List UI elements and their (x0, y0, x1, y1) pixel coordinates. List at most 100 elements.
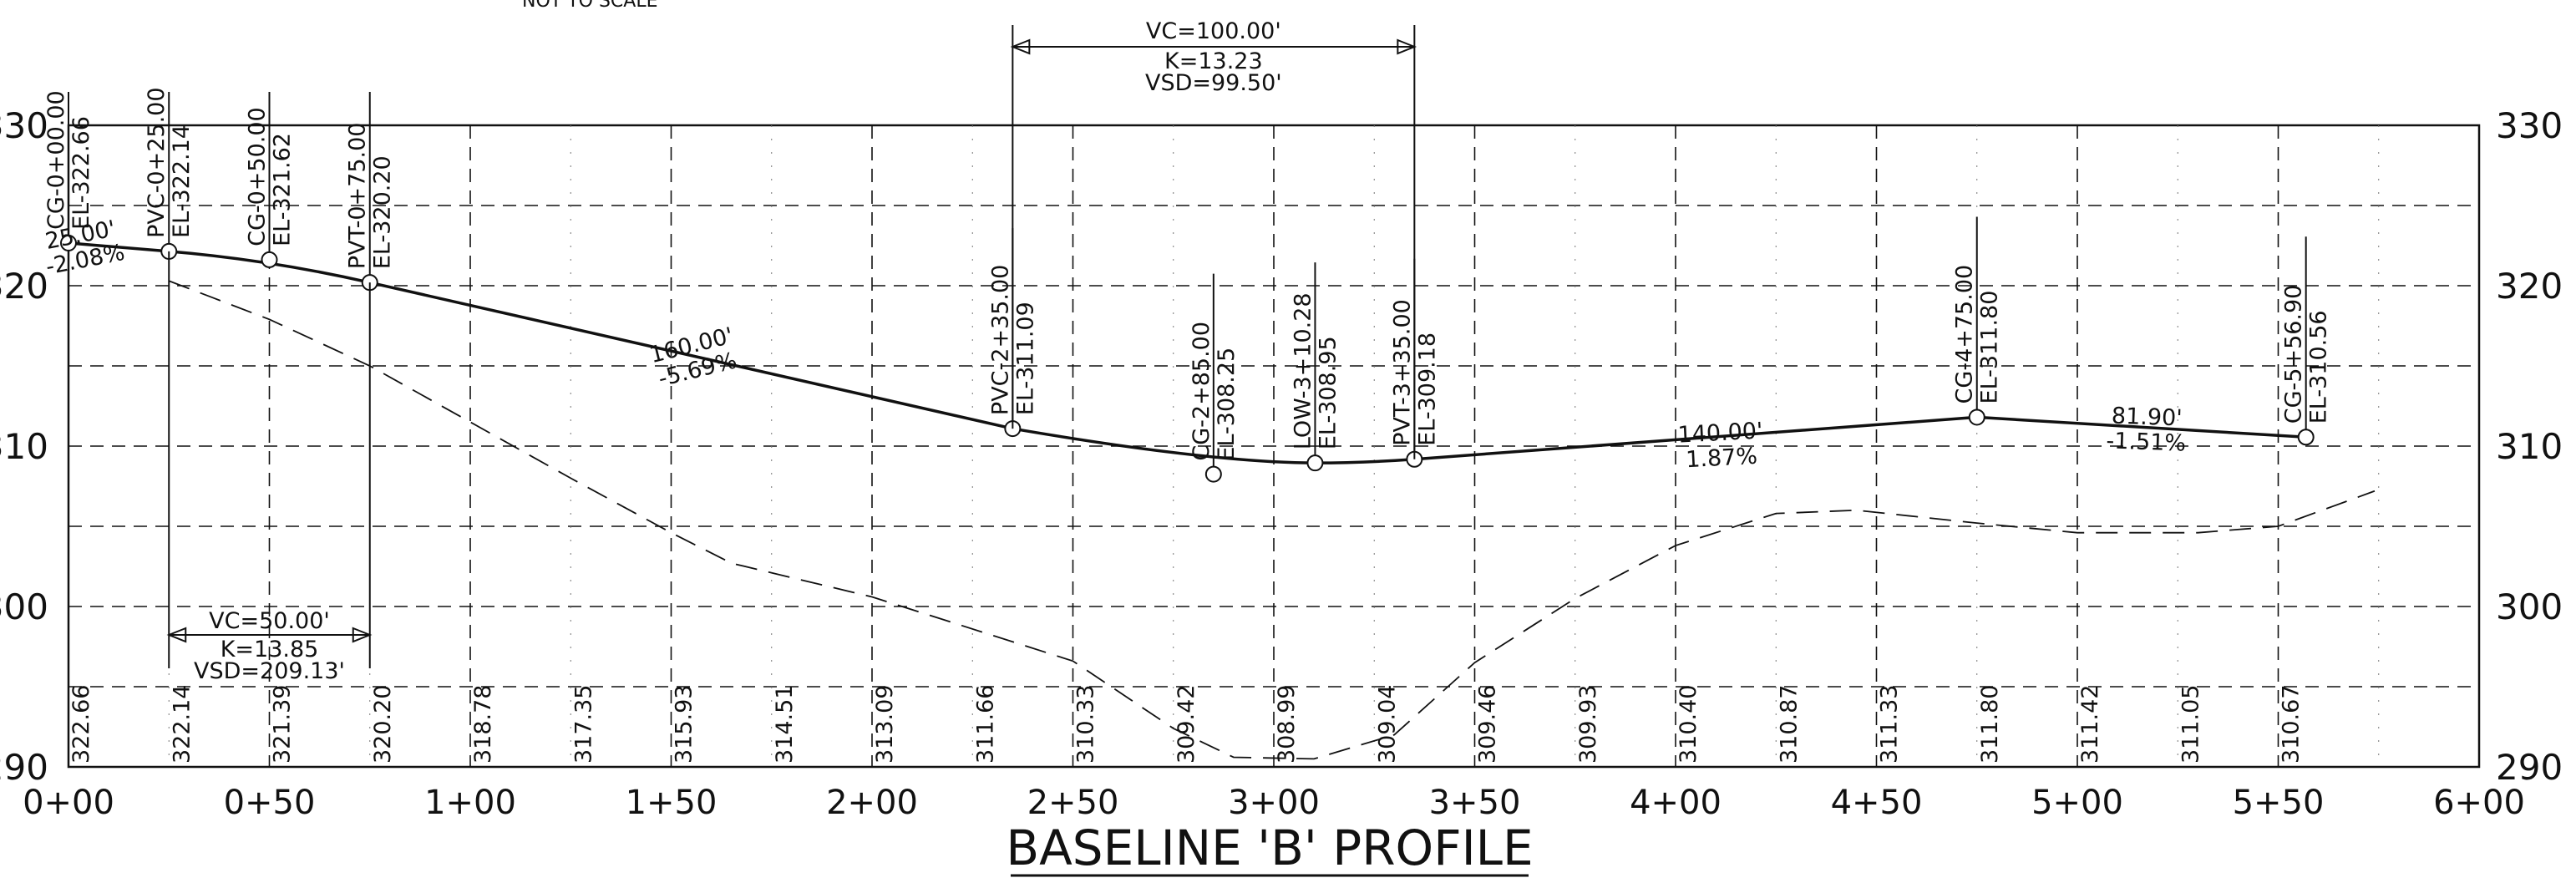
vc-length-label: VC=100.00' (1146, 18, 1281, 44)
station-tick-label: 0+50 (224, 784, 316, 822)
station-tick-label: 5+00 (2031, 784, 2123, 822)
point-label: EL-310.56 (2306, 310, 2332, 424)
station-elevation-label: 313.09 (872, 685, 898, 764)
station-tick-label: 1+50 (626, 784, 718, 822)
station-elevation-label: 315.93 (672, 685, 697, 764)
station-tick-label: 2+00 (826, 784, 918, 822)
station-elevation-label: 310.40 (1676, 685, 1701, 764)
point-label: PVC-0+25.00 (144, 87, 170, 237)
bottom-elevation-labels: 322.66 322.14 321.39 320.20 318.78 317.35 315.… (68, 685, 2305, 764)
station-elevation-label: 309.04 (1374, 685, 1400, 764)
vc-vsd-label: VSD=209.13' (194, 658, 345, 684)
point-label: CG-2+85.00 (1189, 322, 1214, 461)
elevation-axis: 330 330 320 320 310 310 300 300 290 290 (0, 105, 2563, 788)
station-elevation-label: 311.05 (2178, 685, 2203, 764)
point-label: PVC-2+35.00 (987, 265, 1013, 415)
point-label: CG-0+50.00 (245, 107, 271, 246)
point-label: EL-321.62 (270, 133, 296, 246)
station-elevation-label: 308.99 (1274, 685, 1300, 764)
station-tick-label: 6+00 (2433, 784, 2525, 822)
station-axis: 0+00 0+50 1+00 1+50 2+00 2+50 3+00 3+50 4+00 4+50… (23, 784, 2525, 822)
point-label: EL-311.80 (1977, 291, 2003, 404)
grade-percent: 1.87% (1685, 444, 1757, 473)
elevation-tick-left: 300 (0, 586, 48, 627)
point-label: EL-308.95 (1315, 336, 1341, 449)
grade-label: 81.90' -1.51% (2106, 403, 2187, 457)
profile-point-marker (261, 251, 278, 268)
point-label: CG-5+56.90 (2281, 285, 2307, 424)
profile-point-marker (1204, 465, 1222, 483)
grade-length: 140.00' (1677, 418, 1763, 448)
elevation-tick-left: 320 (0, 266, 48, 307)
grid (68, 125, 2479, 767)
station-elevation-label: 309.46 (1475, 685, 1501, 764)
point-label: PVT-0+75.00 (345, 123, 371, 270)
grade-length: 81.90' (2111, 403, 2183, 432)
profile-point-marker (60, 234, 77, 251)
profile-point-marker (1306, 454, 1324, 472)
vc-length-label: VC=50.00' (209, 608, 330, 634)
elevation-tick-left: 330 (0, 105, 48, 146)
station-elevation-label: 309.93 (1575, 685, 1601, 764)
elevation-tick-right: 330 (2496, 105, 2563, 146)
vc-arrowhead (1397, 38, 1417, 55)
point-annotations: CG-0+00.00 EL-322.66 PVC-0+25.00 EL-322.14 C… (43, 87, 2332, 483)
station-elevation-label: 314.51 (772, 685, 798, 764)
station-tick-label: 3+00 (1228, 784, 1320, 822)
scale-note: NOT TO SCALE (522, 0, 658, 12)
vc-arrowhead (166, 627, 187, 643)
point-label: CG-4+75.00 (1952, 265, 1978, 404)
station-elevation-label: 317.35 (570, 685, 596, 764)
grade-label: 140.00' 1.87% (1677, 418, 1763, 473)
station-elevation-label: 321.39 (270, 685, 296, 764)
station-elevation-label: 311.66 (972, 685, 998, 764)
station-elevation-label: 311.80 (1977, 685, 2003, 764)
station-elevation-label: 310.67 (2279, 685, 2305, 764)
profile-point-marker (1968, 409, 1985, 426)
point-label: EL-308.25 (1214, 348, 1240, 461)
point-label: EL-309.18 (1414, 332, 1440, 446)
station-elevation-label: 322.66 (68, 685, 94, 764)
grade-label: 160.00' -5.69% (647, 322, 740, 392)
point-label: EL-320.20 (370, 155, 396, 269)
profile-point-marker (2297, 429, 2315, 446)
station-tick-label: 2+50 (1027, 784, 1119, 822)
elevation-tick-left: 290 (0, 747, 48, 788)
page-title: BASELINE 'B' PROFILE (1006, 820, 1533, 876)
elevation-tick-left: 310 (0, 426, 48, 467)
point-label: EL-311.09 (1012, 302, 1038, 415)
vc-arrowhead (352, 627, 373, 643)
station-elevation-label: 310.87 (1776, 685, 1802, 764)
point-label: LOW-3+10.28 (1290, 292, 1316, 449)
vc-k-label: K=13.85 (221, 637, 319, 662)
station-tick-label: 4+00 (1630, 784, 1722, 822)
station-tick-label: 1+00 (424, 784, 516, 822)
station-tick-label: 5+50 (2233, 784, 2325, 822)
point-label: EL-322.66 (68, 116, 94, 230)
vc-arrowhead (1010, 38, 1031, 55)
grade-percent: -1.51% (2106, 428, 2187, 456)
elevation-tick-right: 300 (2496, 586, 2563, 627)
station-tick-label: 0+00 (23, 784, 114, 822)
elevation-tick-right: 320 (2496, 266, 2563, 307)
vc-k-label: K=13.23 (1164, 48, 1263, 74)
grade-label: 25.00' -2.08% (43, 216, 127, 280)
existing-ground-line (168, 280, 2376, 760)
station-tick-label: 3+50 (1429, 784, 1521, 822)
station-elevation-label: 311.33 (1877, 685, 1903, 764)
station-elevation-label: 320.20 (370, 685, 396, 764)
station-elevation-label: 322.14 (169, 685, 195, 764)
point-label: CG-0+00.00 (43, 90, 69, 230)
elevation-tick-right: 310 (2496, 426, 2563, 467)
vc-vsd-label: VSD=99.50' (1145, 70, 1282, 96)
point-label: PVT-3+35.00 (1389, 299, 1415, 446)
station-elevation-label: 310.33 (1073, 685, 1099, 764)
station-elevation-label: 318.78 (470, 685, 496, 764)
station-elevation-label: 311.42 (2077, 685, 2103, 764)
point-label: EL-322.14 (169, 124, 195, 238)
station-tick-label: 4+50 (1831, 784, 1923, 822)
station-elevation-label: 309.42 (1174, 685, 1199, 764)
elevation-tick-right: 290 (2496, 747, 2563, 788)
